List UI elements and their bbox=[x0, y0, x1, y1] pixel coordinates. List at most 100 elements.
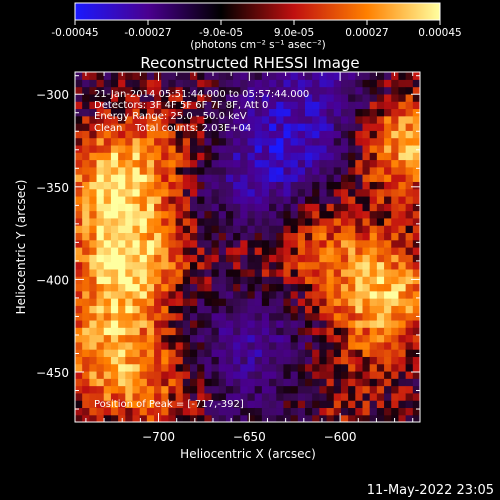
heatmap-cell bbox=[261, 247, 270, 255]
heatmap-cell bbox=[168, 363, 177, 372]
heatmap-cell bbox=[340, 276, 349, 285]
heatmap-cell bbox=[319, 327, 328, 336]
heatmap-cell bbox=[139, 210, 148, 219]
heatmap-cell bbox=[276, 225, 285, 234]
heatmap-cell bbox=[290, 407, 299, 416]
heatmap-cell bbox=[211, 247, 220, 255]
heatmap-cell bbox=[168, 268, 177, 277]
heatmap-cell bbox=[204, 166, 213, 175]
heatmap-cell bbox=[283, 261, 292, 270]
heatmap-cell bbox=[355, 305, 364, 314]
heatmap-cell bbox=[348, 217, 356, 226]
heatmap-cell bbox=[197, 334, 205, 343]
heatmap-cell bbox=[168, 195, 177, 204]
heatmap-cell bbox=[132, 79, 141, 88]
heatmap-cell bbox=[247, 166, 256, 175]
heatmap-cell bbox=[197, 312, 205, 321]
heatmap-cell bbox=[269, 341, 277, 350]
heatmap-cell bbox=[197, 72, 205, 80]
heatmap-cell bbox=[211, 356, 220, 365]
heatmap-cell bbox=[376, 254, 385, 263]
heatmap-cell bbox=[154, 144, 162, 153]
heatmap-cell bbox=[233, 195, 241, 204]
heatmap-cell bbox=[261, 378, 270, 387]
heatmap-cell bbox=[175, 239, 184, 248]
heatmap-cell bbox=[132, 195, 141, 204]
heatmap-cell bbox=[398, 225, 407, 234]
heatmap-cell bbox=[146, 130, 155, 139]
heatmap-cell bbox=[326, 108, 335, 117]
heatmap-cell bbox=[89, 327, 98, 336]
heatmap-cell bbox=[125, 188, 134, 197]
heatmap-cell bbox=[89, 334, 98, 343]
heatmap-cell bbox=[225, 276, 234, 285]
heatmap-cell bbox=[82, 115, 90, 124]
heatmap-cell bbox=[240, 174, 249, 182]
heatmap-cell bbox=[261, 283, 270, 292]
heatmap-cell bbox=[240, 72, 249, 80]
heatmap-cell bbox=[218, 370, 227, 379]
heatmap-cell bbox=[247, 247, 256, 255]
heatmap-cell bbox=[75, 239, 83, 248]
heatmap-cell bbox=[326, 298, 335, 306]
heatmap-cell bbox=[355, 217, 364, 226]
heatmap-cell bbox=[175, 349, 184, 357]
heatmap-cell bbox=[190, 72, 198, 80]
heatmap-cell bbox=[110, 79, 119, 88]
heatmap-cell bbox=[218, 247, 227, 255]
heatmap-cell bbox=[384, 115, 392, 124]
heatmap-cell bbox=[175, 210, 184, 219]
heatmap-cell bbox=[333, 414, 342, 422]
heatmap-cell bbox=[312, 283, 320, 292]
heatmap-cell bbox=[384, 144, 392, 153]
heatmap-cell bbox=[340, 349, 349, 357]
heatmap-cell bbox=[333, 79, 342, 88]
heatmap-cell bbox=[297, 268, 306, 277]
heatmap-cell bbox=[326, 232, 335, 241]
heatmap-cell bbox=[218, 283, 227, 292]
heatmap-cell bbox=[118, 261, 126, 270]
heatmap-cell bbox=[190, 378, 198, 387]
heatmap-cell bbox=[154, 334, 162, 343]
heatmap-cell bbox=[154, 239, 162, 248]
heatmap-cell bbox=[89, 319, 98, 328]
heatmap-cell bbox=[146, 298, 155, 306]
heatmap-cell bbox=[96, 400, 105, 409]
heatmap-cell bbox=[103, 130, 112, 139]
heatmap-cell bbox=[175, 232, 184, 241]
heatmap-cell bbox=[139, 327, 148, 336]
heatmap-cell bbox=[305, 298, 313, 306]
heatmap-cell bbox=[146, 181, 155, 190]
heatmap-cell bbox=[125, 144, 134, 153]
heatmap-cell bbox=[254, 115, 263, 124]
heatmap-cell bbox=[319, 225, 328, 234]
heatmap-cell bbox=[82, 283, 90, 292]
heatmap-cell bbox=[355, 385, 364, 394]
heatmap-cell bbox=[283, 290, 292, 299]
heatmap-cell bbox=[305, 115, 313, 124]
heatmap-cell bbox=[348, 210, 356, 219]
heatmap-cell bbox=[197, 349, 205, 357]
heatmap-cell bbox=[182, 217, 191, 226]
heatmap-cell bbox=[190, 108, 198, 117]
heatmap-cell bbox=[348, 152, 356, 161]
heatmap-cell bbox=[290, 93, 299, 102]
heatmap-cell bbox=[276, 93, 285, 102]
heatmap-cell bbox=[240, 225, 249, 234]
heatmap-cell bbox=[82, 298, 90, 306]
heatmap-cell bbox=[348, 370, 356, 379]
heatmap-cell bbox=[103, 261, 112, 270]
heatmap-cell bbox=[82, 166, 90, 175]
heatmap-cell bbox=[103, 276, 112, 285]
heatmap-cell bbox=[405, 247, 414, 255]
heatmap-cell bbox=[269, 72, 277, 80]
heatmap-cell bbox=[204, 312, 213, 321]
heatmap-cell bbox=[412, 414, 420, 422]
heatmap-cell bbox=[398, 312, 407, 321]
heatmap-cell bbox=[305, 312, 313, 321]
heatmap-cell bbox=[211, 363, 220, 372]
heatmap-cell bbox=[305, 363, 313, 372]
heatmap-cell bbox=[405, 363, 414, 372]
heatmap-cell bbox=[118, 327, 126, 336]
heatmap-cell bbox=[376, 400, 385, 409]
